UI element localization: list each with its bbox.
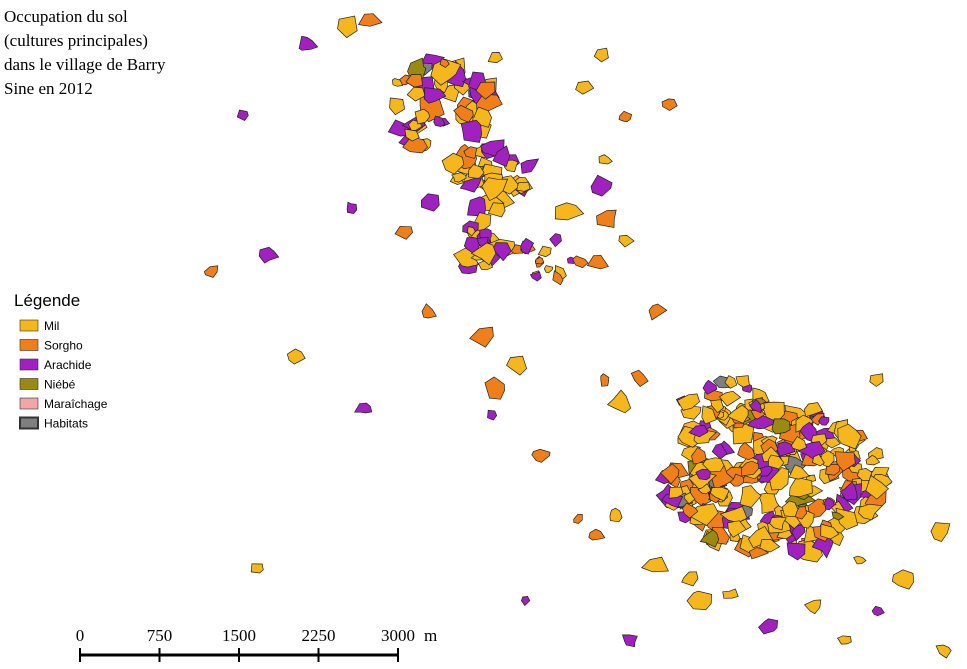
title-line: dans le village de Barry <box>4 55 166 74</box>
parcel <box>892 570 914 589</box>
parcel <box>838 636 852 644</box>
scale-label: 0 <box>76 626 85 645</box>
parcel <box>532 449 550 462</box>
legend-label: Habitats <box>44 417 88 431</box>
scale-unit: m <box>424 626 437 645</box>
parcel <box>488 410 497 420</box>
title-line: (cultures principales) <box>4 31 148 50</box>
parcel <box>591 175 612 196</box>
parcel <box>338 16 358 38</box>
parcel <box>597 210 617 227</box>
parcel <box>619 235 634 247</box>
parcel <box>555 203 583 220</box>
parcel <box>610 508 622 522</box>
parcel <box>204 266 218 278</box>
parcel <box>485 377 505 399</box>
parcel <box>461 120 482 142</box>
parcel <box>421 194 439 211</box>
parcel <box>738 443 756 460</box>
legend-title: Légende <box>14 291 80 310</box>
parcel <box>687 591 712 610</box>
parcel <box>936 645 951 658</box>
parcel <box>805 600 821 614</box>
parcel <box>470 327 494 347</box>
parcels <box>204 14 951 658</box>
parcel <box>682 572 698 586</box>
legend-swatch <box>20 359 38 370</box>
parcel <box>422 304 436 318</box>
legend-swatch <box>20 379 38 390</box>
parcel <box>390 98 405 115</box>
parcel <box>574 514 583 523</box>
parcel <box>521 238 534 254</box>
overlay: Occupation du sol (cultures principales) d… <box>4 7 437 662</box>
parcel <box>521 596 529 605</box>
parcel <box>517 182 530 191</box>
parcel <box>299 36 318 50</box>
legend-swatch <box>20 398 38 409</box>
parcel <box>720 391 741 406</box>
parcel <box>538 246 551 257</box>
parcel <box>521 159 539 173</box>
parcel <box>601 374 609 387</box>
parcel <box>623 635 638 647</box>
title-line: Occupation du sol <box>4 7 128 26</box>
parcel <box>740 486 761 508</box>
title-line: Sine en 2012 <box>4 79 93 98</box>
parcel <box>507 356 527 375</box>
scale-label: 2250 <box>302 626 336 645</box>
parcel <box>723 589 739 598</box>
parcel <box>550 234 562 247</box>
map: Occupation du sol (cultures principales) d… <box>0 0 967 669</box>
parcel <box>872 606 884 616</box>
parcel <box>355 403 372 413</box>
parcel <box>576 81 594 94</box>
scale-label: 750 <box>147 626 173 645</box>
legend-label: Arachide <box>44 358 92 372</box>
parcel <box>700 530 718 547</box>
parcel <box>931 523 950 542</box>
parcel <box>631 370 648 386</box>
legend-swatch <box>20 418 38 429</box>
parcel <box>589 529 605 540</box>
parcel <box>642 557 669 572</box>
parcel <box>287 349 305 364</box>
parcel <box>395 226 413 239</box>
parcel <box>649 304 667 320</box>
parcel <box>599 155 612 164</box>
scale-label: 3000 <box>381 626 415 645</box>
scale-label: 1500 <box>222 626 256 645</box>
parcel <box>251 564 263 573</box>
parcel <box>870 374 883 387</box>
parcel <box>544 266 553 273</box>
parcel <box>573 256 588 268</box>
legend-label: Niébé <box>44 378 76 392</box>
parcel <box>759 619 778 634</box>
parcel <box>237 110 248 121</box>
legend-swatch <box>20 340 38 351</box>
parcel <box>488 52 502 62</box>
parcel <box>594 48 608 62</box>
parcel <box>854 556 866 564</box>
parcel <box>460 178 481 192</box>
legend-label: Maraîchage <box>44 397 108 411</box>
parcel <box>347 202 357 213</box>
legend-label: Mil <box>44 319 59 333</box>
parcel <box>736 376 749 388</box>
parcel <box>434 116 445 127</box>
parcel <box>619 111 632 121</box>
parcel <box>359 14 382 27</box>
parcel <box>587 255 608 269</box>
parcel <box>662 99 677 111</box>
parcel <box>608 390 631 413</box>
parcel <box>789 477 812 497</box>
legend-swatch <box>20 320 38 331</box>
legend-label: Sorgho <box>44 339 83 353</box>
parcel <box>259 247 279 263</box>
